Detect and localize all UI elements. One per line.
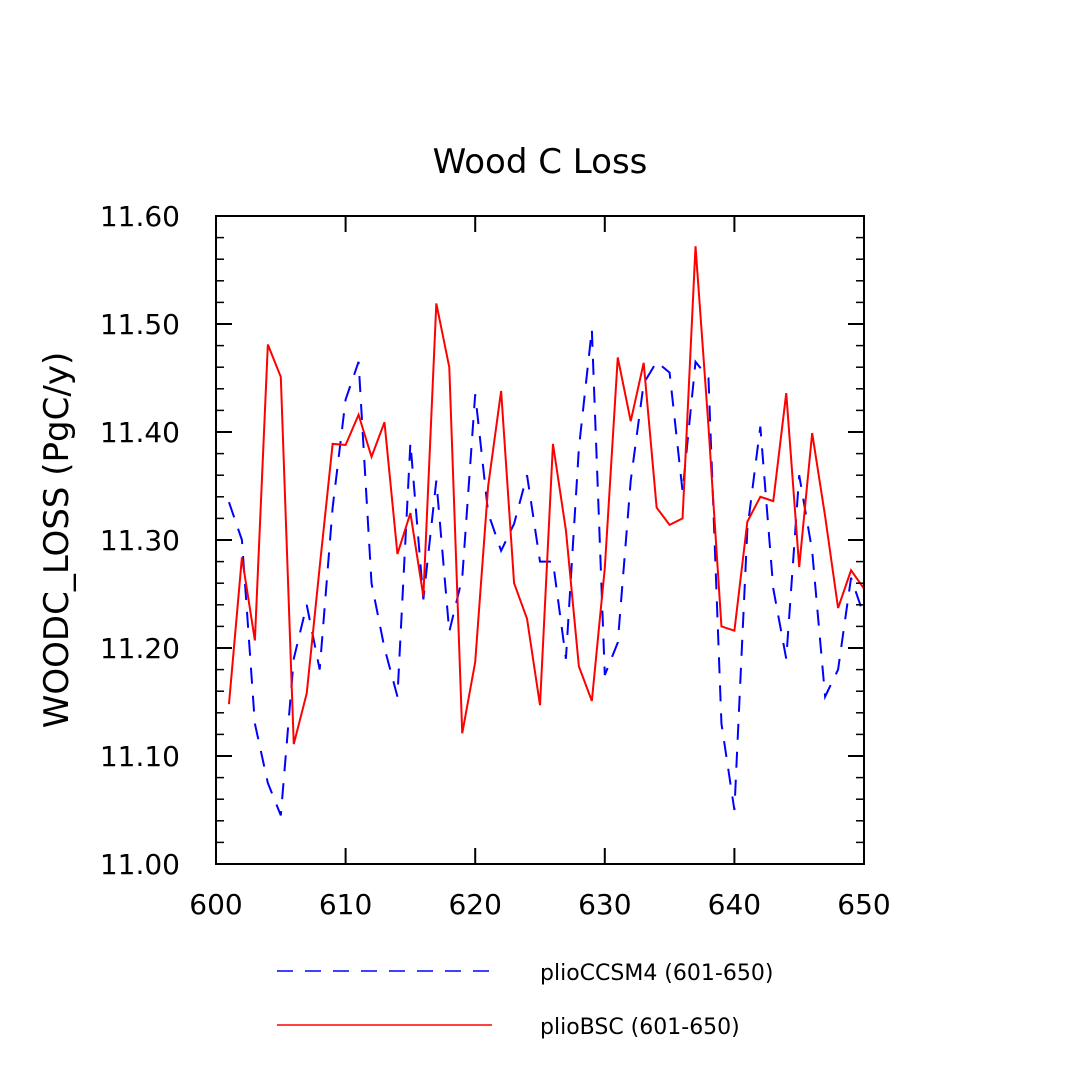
y-tick-label: 11.40 <box>100 416 180 449</box>
y-axis-label: WOODC_LOSS (PgC/y) <box>37 352 77 728</box>
x-tick-label: 640 <box>708 888 761 921</box>
legend-label-pliobsc: plioBSC (601-650) <box>540 1015 740 1040</box>
series-line-pliobsc <box>227 246 865 745</box>
x-tick-label: 600 <box>189 888 242 921</box>
x-tick-label: 610 <box>319 888 372 921</box>
legend-label-pliocccsm4: plioCCSM4 (601-650) <box>540 961 773 986</box>
x-tick-label: 630 <box>578 888 631 921</box>
y-tick-label: 11.50 <box>100 308 180 341</box>
y-tick-label: 11.60 <box>100 200 180 233</box>
x-tick-label: 650 <box>837 888 890 921</box>
y-tick-label: 11.20 <box>100 632 180 665</box>
tick-layer: 600 610 620 630 640 650 11.00 11.10 11.20 11.30 11… <box>100 200 891 921</box>
y-tick-label: 11.10 <box>100 740 180 773</box>
y-tick-label: 11.30 <box>100 524 180 557</box>
x-tick-label: 620 <box>448 888 501 921</box>
series-layer <box>227 246 865 816</box>
plot-frame <box>215 215 865 865</box>
chart-title: Wood C Loss <box>433 142 648 182</box>
legend: plioCCSM4 (601-650) plioBSC (601-650) <box>277 961 773 1040</box>
y-tick-label: 11.00 <box>100 848 180 881</box>
